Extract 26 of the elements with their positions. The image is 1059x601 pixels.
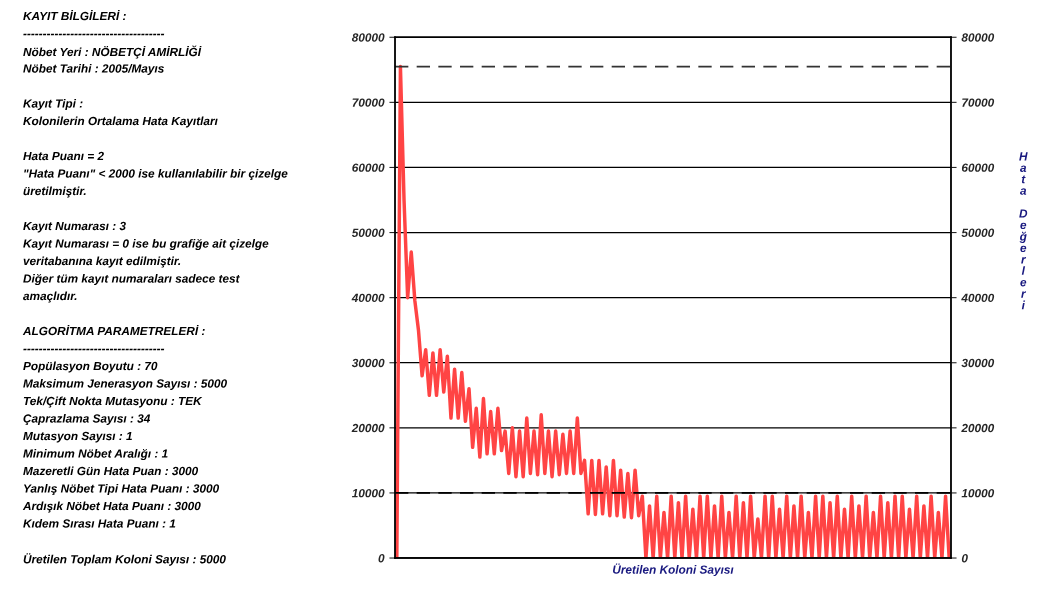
text: Kayıt Tipi : Kolonilerin Ortalama Hata Kayıtları — [23, 99, 218, 128]
text: KAYIT BİLGİLERİ : ------------------------------------ Nöbet Yeri : NÖBETÇİ AMİRLİĞİ Nöbet Tarihi : 2005/Mayıs — [23, 9, 202, 75]
text: Hata Değerleri — [1019, 152, 1028, 310]
y-tick-label: 50000 — [351, 228, 385, 237]
y-tick-label: 60000 — [352, 163, 385, 172]
y-tick-label: 70000 — [352, 98, 385, 107]
y-tick-label: 10000 — [351, 488, 385, 498]
text: Kayıt Numarası : 3 Kayıt Numarası = 0 ise bu grafiğe ait çizelge veritabanına kayıt edilmiştir. Diğer tüm kayıt numaraları sadece test amaçlıdır. — [23, 221, 269, 303]
y-tick-label: 20000 — [351, 423, 385, 433]
y2-tick-label: 0 — [961, 554, 968, 563]
y-tick-label: 30000 — [351, 358, 385, 368]
y2-tick-label: 30000 — [961, 358, 995, 368]
y-tick-label: 40000 — [351, 293, 385, 303]
y2-tick-label: 50000 — [961, 228, 995, 237]
y2-tick-label: 10000 — [961, 488, 995, 498]
y2-tick-label: 20000 — [961, 423, 995, 433]
text: Hata Puanı = 2 "Hata Puanı" < 2000 ise kullanılabilir bir çizelge üretilmiştir. — [23, 151, 288, 198]
y2-tick-label: 70000 — [962, 98, 995, 107]
y2-tick-label: 60000 — [961, 163, 995, 172]
y-tick-label: 80000 — [351, 33, 385, 42]
text: Üretilen Toplam Koloni Sayısı : 5000 — [23, 553, 226, 566]
y2-tick-label: 40000 — [961, 293, 995, 303]
y2-tick-label: 80000 — [961, 33, 995, 42]
y-tick-label: 0 — [378, 554, 385, 563]
x-axis-title: Üretilen Koloni Sayısı — [613, 563, 734, 577]
text: ALGORİTMA PARAMETRELERİ : ------------------------------------ Popülasyon Boyutu : 70 Maksimum Jenerasyon Sayısı : 5000 Tek/Çift Nokta Mutasyonu : TEK Çaprazlama Sayısı : 34 Mutasyon Sayısı : 1 Minimum Nöbet Aralığı : 1 Mazeretli Gün Hata Puan : 3000 Yanlış Nöbet Tipi Hata Puanı : 3000 Ardışık Nöbet Hata Puanı : 3000 Kıdem Sırası Hata Puanı : 1 — [22, 324, 227, 528]
